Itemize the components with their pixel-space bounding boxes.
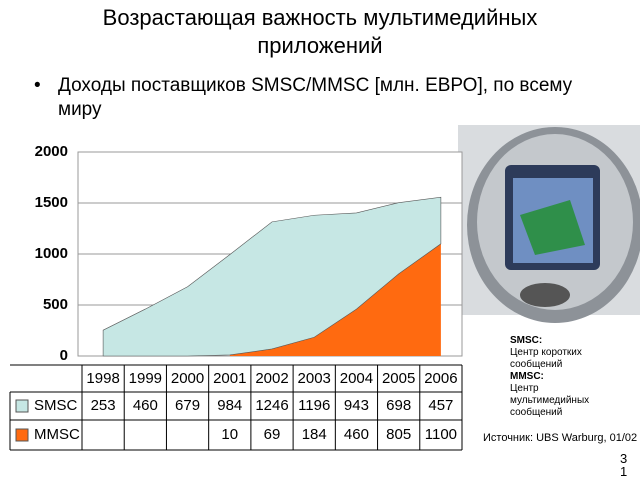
x-tick-label: 2003 bbox=[298, 370, 331, 387]
x-tick-label: 2006 bbox=[424, 370, 457, 387]
page-number: 31 bbox=[620, 451, 628, 479]
x-tick-label: 1999 bbox=[129, 370, 162, 387]
table-value: 1196 bbox=[298, 397, 330, 414]
y-tick-label: 2000 bbox=[35, 143, 68, 160]
note-text: Центр мультимедийных сообщений bbox=[510, 383, 590, 418]
table-value: 460 bbox=[344, 426, 369, 443]
phone-image bbox=[458, 125, 640, 323]
y-tick-label: 1500 bbox=[35, 194, 68, 211]
table-value: 253 bbox=[91, 397, 116, 414]
table-value: 1100 bbox=[425, 426, 457, 443]
legend-label: MMSC bbox=[34, 426, 80, 443]
table-value: 679 bbox=[175, 397, 200, 414]
notes: SMSC: Центр коротких сообщений MMSC: Цен… bbox=[510, 335, 605, 419]
x-tick-label: 2004 bbox=[340, 370, 373, 387]
table-value: 69 bbox=[264, 426, 281, 443]
note-text: Центр коротких сообщений bbox=[510, 347, 582, 370]
source: Источник: UBS Warburg, 01/02 bbox=[483, 432, 638, 444]
legend-swatch bbox=[15, 428, 29, 442]
table-value: 1246 bbox=[255, 397, 288, 414]
bullet: Доходы поставщиков SMSC/MMSC [млн. ЕВРО]… bbox=[34, 74, 598, 122]
table-value: 184 bbox=[302, 426, 327, 443]
table-value: 698 bbox=[386, 397, 411, 414]
table-value: 10 bbox=[221, 426, 238, 443]
legend-label: SMSC bbox=[34, 397, 78, 414]
table-value: 457 bbox=[428, 397, 453, 414]
x-tick-label: 2000 bbox=[171, 370, 204, 387]
table-value: 460 bbox=[133, 397, 158, 414]
x-tick-label: 2002 bbox=[255, 370, 288, 387]
x-tick-label: 1998 bbox=[86, 370, 119, 387]
table-value: 984 bbox=[217, 397, 242, 414]
table-value: 805 bbox=[386, 426, 411, 443]
x-tick-label: 2005 bbox=[382, 370, 415, 387]
y-tick-label: 500 bbox=[43, 296, 68, 313]
x-tick-label: 2001 bbox=[213, 370, 246, 387]
slide-title: Возрастающая важность мультимедийных при… bbox=[102, 5, 538, 58]
note-term: SMSC: bbox=[510, 335, 543, 346]
area bbox=[229, 243, 441, 356]
area bbox=[102, 196, 442, 357]
y-tick-label: 0 bbox=[60, 347, 68, 364]
note-term: MMSC: bbox=[510, 371, 544, 382]
table-value: 943 bbox=[344, 397, 369, 414]
y-tick-label: 1000 bbox=[35, 245, 68, 262]
legend-swatch bbox=[15, 399, 29, 413]
